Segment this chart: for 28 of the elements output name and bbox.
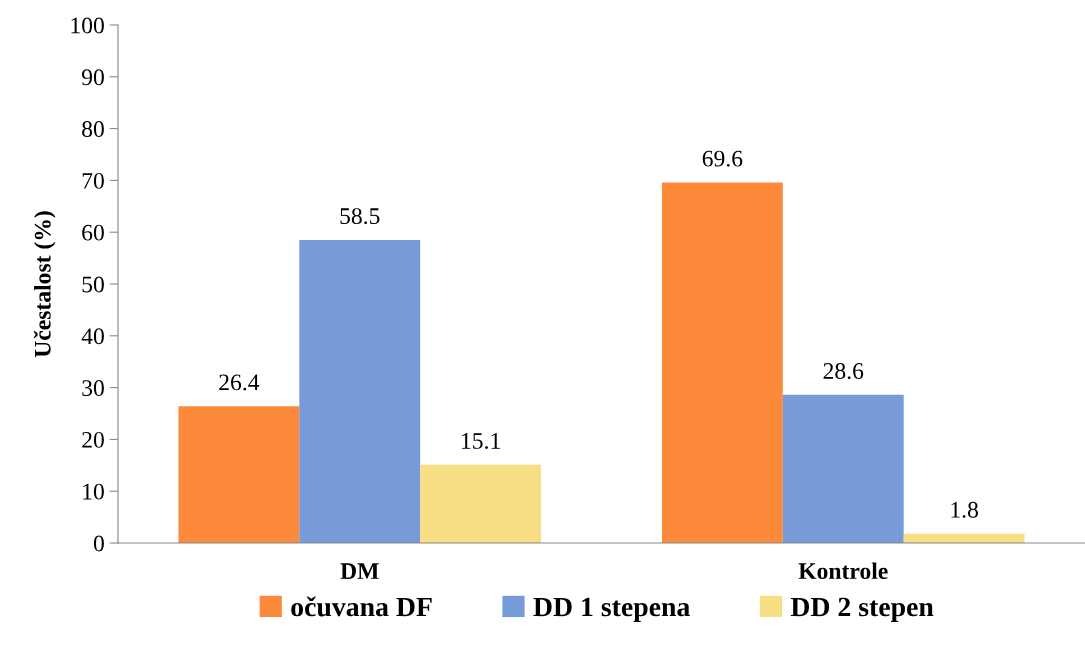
legend-label: DD 2 stepen: [790, 597, 934, 622]
data-label: 26.4: [219, 374, 260, 391]
data-label: 58.5: [340, 208, 380, 225]
legend-label: očuvana DF: [291, 596, 432, 617]
y-tick-label: 40: [81, 328, 104, 345]
y-tick-label: 90: [81, 69, 104, 86]
x-tick-label: Kontrole: [798, 562, 888, 580]
y-tick-label: 60: [82, 224, 104, 241]
y-tick-label: 10: [83, 483, 104, 500]
bar: [661, 182, 783, 543]
y-tick-label: 50: [82, 276, 104, 293]
y-tick-label: 30: [82, 380, 104, 397]
data-label: 28.6: [823, 363, 864, 380]
x-tick-label: DM: [340, 563, 379, 579]
y-axis-title: Učestalost (%): [33, 211, 56, 358]
data-label: 69.6: [702, 150, 743, 167]
y-tick-label: 0: [93, 535, 104, 552]
bar: [299, 239, 421, 543]
legend-label: DD 1 stepena: [533, 597, 690, 622]
y-tick-label: 20: [82, 431, 104, 448]
data-label: 15.1: [462, 433, 500, 449]
data-label: 1.8: [951, 501, 978, 518]
y-tick-label: 70: [82, 172, 104, 189]
bar: [782, 394, 904, 543]
bar: [420, 464, 542, 543]
y-tick-label: 100: [71, 17, 104, 34]
bar: [178, 406, 300, 543]
y-tick-label: 80: [82, 121, 104, 138]
